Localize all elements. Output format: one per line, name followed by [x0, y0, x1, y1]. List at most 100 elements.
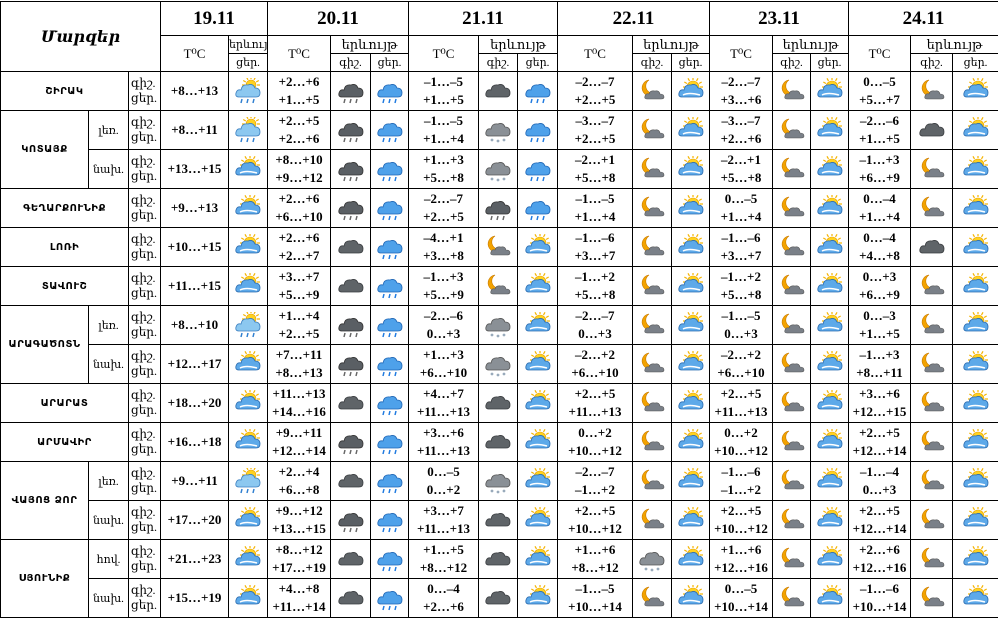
temperature-pair: +8…+12+17…+19	[268, 540, 331, 579]
weather-icon-cell	[672, 306, 710, 345]
weather-icon-cell	[479, 111, 518, 150]
time-label: ցեր.	[131, 598, 160, 613]
temperature-pair: –3…–7+2…+5	[558, 111, 633, 150]
weather-icon-cell	[911, 111, 953, 150]
weather-icon	[917, 507, 947, 534]
weather-icon-cell	[518, 72, 558, 111]
temperature-pair: 0…+2+10…+12	[710, 423, 773, 462]
time-label: գիշ.	[131, 232, 160, 247]
temperature: –2…–6	[409, 307, 478, 325]
weather-icon-cell	[773, 150, 811, 189]
weather-icon	[961, 156, 991, 183]
time-header: ցեր.	[371, 54, 409, 72]
temperature: +2…+5	[849, 502, 910, 520]
temperature-pair: +1…+5+8…+12	[409, 540, 479, 579]
weather-icon-cell	[953, 540, 998, 579]
weather-icon	[777, 507, 807, 534]
temperature: +14…+16	[268, 403, 330, 421]
weather-icon-cell	[371, 150, 409, 189]
weather-icon-cell	[773, 267, 811, 306]
temperature-pair: –1…–5+10…+14	[558, 579, 633, 618]
weather-icon	[637, 546, 667, 573]
temperature: +10…+12	[710, 520, 772, 538]
weather-icon	[777, 273, 807, 300]
temp-header: T⁰C	[849, 36, 911, 72]
time-header: ցեր.	[811, 54, 849, 72]
temperature-pair: +2…+5+10…+12	[710, 501, 773, 540]
temperature: +2…+6	[268, 73, 330, 91]
weather-icon-cell	[773, 540, 811, 579]
weather-icon	[917, 195, 947, 222]
weather-icon-cell	[911, 384, 953, 423]
date-header: 20.11	[268, 2, 409, 36]
weather-icon-cell	[479, 540, 518, 579]
temperature: +10…+15	[161, 228, 229, 267]
weather-icon	[336, 585, 366, 612]
weather-icon	[375, 546, 405, 573]
weather-icon	[336, 429, 366, 456]
time-label: ցեր.	[131, 325, 160, 340]
temperature: 0…–5	[409, 463, 478, 481]
temperature-pair: –2…+1+5…+8	[710, 150, 773, 189]
weather-icon-cell	[953, 189, 998, 228]
temperature-pair: –2…–7–1…+2	[558, 462, 633, 501]
temperature: +2…+5	[710, 385, 772, 403]
temperature: +9…+11	[161, 462, 229, 501]
weather-icon-cell	[371, 423, 409, 462]
temperature: –4…+1	[409, 229, 478, 247]
weather-icon	[375, 195, 405, 222]
weather-icon	[375, 351, 405, 378]
temperature: –2…–7	[558, 307, 632, 325]
weather-icon-cell	[331, 72, 371, 111]
weather-icon-cell	[479, 228, 518, 267]
weather-icon	[917, 351, 947, 378]
region-name: ԳԵՂԱՐՔՈՒՆԻՔ	[1, 189, 129, 228]
weather-icon-cell	[811, 345, 849, 384]
weather-icon	[375, 78, 405, 105]
temperature: +5…+7	[849, 91, 910, 109]
weather-icon	[637, 234, 667, 261]
temperature: +2…+5	[710, 502, 772, 520]
weather-icon	[961, 546, 991, 573]
time-labels: գիշ.ցեր.	[129, 345, 161, 384]
weather-icon	[676, 78, 706, 105]
weather-icon	[917, 390, 947, 417]
temperature-pair: –2…+2+6…+10	[710, 345, 773, 384]
weather-icon	[777, 585, 807, 612]
temperature: –2…+1	[558, 151, 632, 169]
temperature: +2…+6	[268, 130, 330, 148]
weather-icon-cell	[811, 150, 849, 189]
temperature: +5…+9	[409, 286, 478, 304]
temperature: –1…+2	[558, 268, 632, 286]
time-label: ցեր.	[131, 247, 160, 262]
temperature: 0…–5	[849, 73, 910, 91]
temperature: +1…+6	[558, 541, 632, 559]
weather-icon-cell	[672, 345, 710, 384]
weather-icon	[777, 390, 807, 417]
date-header: 19.11	[161, 2, 268, 36]
weather-icon-cell	[953, 423, 998, 462]
weather-icon-cell	[371, 345, 409, 384]
time-label: ցեր.	[131, 130, 160, 145]
temperature: +2…+7	[268, 247, 330, 265]
weather-icon-cell	[953, 501, 998, 540]
weather-icon	[637, 195, 667, 222]
weather-icon-cell	[331, 462, 371, 501]
weather-icon-cell	[371, 72, 409, 111]
weather-icon	[676, 468, 706, 495]
weather-icon-cell	[371, 384, 409, 423]
weather-icon	[483, 273, 513, 300]
temperature: +1…+4	[558, 208, 632, 226]
zone-label: նախ.	[89, 150, 129, 189]
temperature-pair: +2…+6+6…+10	[268, 189, 331, 228]
weather-icon	[961, 273, 991, 300]
time-label: գիշ.	[131, 154, 160, 169]
weather-icon	[523, 234, 553, 261]
temperature: +9…+13	[161, 189, 229, 228]
temperature: +2…+5	[558, 91, 632, 109]
weather-icon-cell	[633, 579, 672, 618]
region-name: ՍՅՈՒՆԻՔ	[1, 540, 89, 618]
